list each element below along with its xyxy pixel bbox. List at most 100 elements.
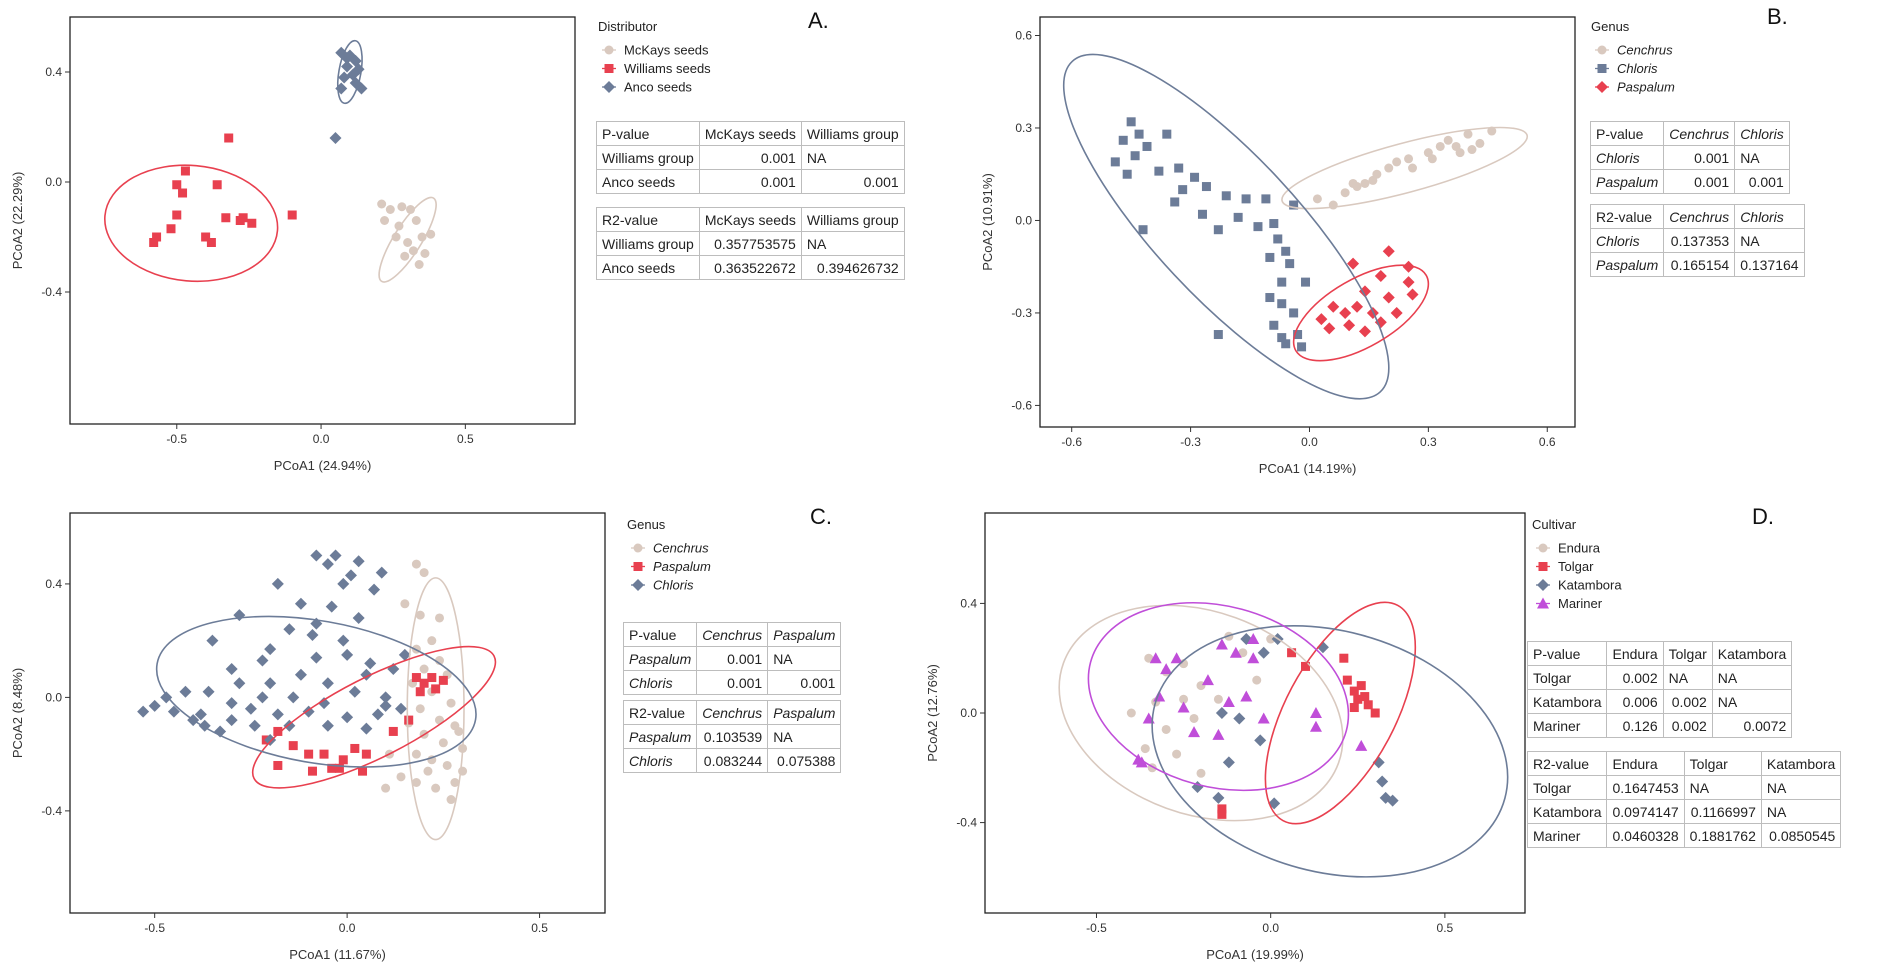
data-point	[380, 216, 390, 225]
data-point	[1315, 313, 1328, 326]
data-point	[149, 238, 159, 247]
r2-value-table: R2-value McKays seeds Williams group Willia…	[596, 207, 905, 280]
data-point	[256, 654, 269, 667]
legend-label: Paspalum	[653, 559, 711, 574]
legend-label: Mariner	[1558, 596, 1603, 611]
data-point	[1355, 739, 1368, 751]
data-point	[1253, 222, 1263, 232]
table-row-label: Anco seeds	[596, 255, 700, 280]
table-cell: NA	[1683, 775, 1762, 800]
data-point	[1215, 638, 1228, 650]
table-row-label: Katambora	[1526, 689, 1608, 714]
data-point	[225, 697, 238, 710]
data-point	[1301, 661, 1311, 671]
data-point	[1463, 129, 1473, 139]
data-point	[415, 610, 425, 620]
data-point	[1201, 182, 1211, 192]
data-point	[415, 704, 425, 714]
y-axis-title: PCoA2 (8.48%)	[10, 668, 25, 758]
data-point	[1160, 663, 1173, 675]
data-point	[1467, 145, 1477, 155]
data-point	[172, 180, 182, 190]
data-point	[334, 763, 344, 773]
table-header-row: P-value McKays seeds Williams group	[596, 121, 905, 146]
table-row: Williams group 0.001 NA	[596, 145, 905, 170]
data-point	[273, 760, 283, 770]
y-tick-label: -0.6	[1011, 398, 1032, 412]
legend-marker	[633, 562, 643, 571]
data-point	[1189, 713, 1199, 723]
table-header-cell: Cenchrus	[696, 622, 769, 647]
table-cell: NA	[800, 145, 905, 170]
table-row: Chloris 0.137353 NA	[1589, 228, 1805, 253]
confidence-ellipse	[1281, 126, 1529, 210]
y-tick-label: 0.0	[45, 175, 62, 189]
legend-label: Endura	[1558, 541, 1601, 556]
table-corner-cell: R2-value	[1589, 204, 1665, 229]
data-point	[446, 698, 456, 708]
table-header-cell: Cenchrus	[1663, 204, 1736, 229]
data-point	[1285, 259, 1295, 269]
panel-letter: B.	[1767, 4, 1788, 29]
data-point	[321, 719, 334, 732]
table-row: Katambora 0.006 0.002 NA	[1526, 689, 1793, 714]
data-point	[337, 634, 350, 647]
table-cell: NA	[1711, 689, 1793, 714]
table-cell: 0.165154	[1663, 252, 1736, 277]
table-cell: 0.1881762	[1683, 823, 1762, 848]
data-point	[307, 766, 317, 776]
data-point	[160, 691, 173, 704]
data-point	[341, 711, 354, 724]
data-point	[1358, 325, 1371, 338]
data-point	[1293, 330, 1303, 340]
data-point	[411, 559, 421, 569]
table-row-label: Chloris	[622, 670, 698, 695]
confidence-ellipse	[378, 196, 437, 283]
data-point	[1179, 694, 1189, 704]
confidence-ellipse	[406, 577, 465, 841]
data-point	[1374, 316, 1387, 329]
data-point	[235, 216, 245, 225]
confidence-ellipse	[1058, 604, 1344, 822]
y-tick-label: -0.3	[1011, 306, 1032, 320]
data-point	[1190, 172, 1200, 182]
table-cell: 0.363522672	[698, 255, 802, 280]
data-point	[1170, 652, 1183, 664]
table-header-row: R2-value Endura Tolgar Katambora	[1526, 751, 1842, 776]
data-point	[1327, 300, 1340, 313]
data-point	[283, 623, 296, 636]
data-point	[329, 132, 342, 144]
legend-marker	[603, 81, 615, 93]
data-point	[1110, 157, 1120, 167]
x-tick-label: 0.0	[1262, 921, 1279, 935]
data-point	[1382, 291, 1395, 304]
data-point	[1238, 648, 1248, 658]
table-row: Anco seeds 0.363522672 0.394626732	[596, 255, 905, 280]
data-point	[1178, 185, 1188, 195]
data-point	[398, 648, 411, 661]
legend-label: Katambora	[1558, 578, 1622, 593]
table-corner-cell: R2-value	[596, 207, 700, 232]
data-point	[1360, 692, 1370, 702]
chart-panel-0: -0.5 0.0 0.5 0.4 0.0 -0.4 PCoA1 (24.94%) PCoA2 …	[10, 8, 829, 473]
table-row-label: Chloris	[1589, 228, 1665, 253]
table-header-cell: Tolgar	[1683, 751, 1762, 776]
table-cell: 0.1647453	[1606, 775, 1685, 800]
table-header-row: P-value Cenchrus Chloris	[1589, 121, 1790, 146]
confidence-ellipse	[251, 645, 497, 789]
table-header-cell: Katambora	[1760, 751, 1842, 776]
table-row: Paspalum 0.001 NA	[622, 646, 842, 671]
data-point	[338, 755, 348, 765]
y-tick-label: 0.3	[1015, 121, 1032, 135]
data-point	[271, 577, 284, 590]
table-header-cell: Tolgar	[1662, 641, 1713, 666]
y-tick-label: 0.0	[960, 706, 977, 720]
data-point	[1269, 219, 1279, 229]
data-point	[1140, 744, 1150, 754]
plot-frame	[69, 512, 606, 914]
p-value-table: P-value Endura Tolgar Katambora Tolgar 0.002 N…	[1526, 641, 1793, 738]
data-point	[1257, 646, 1270, 659]
x-tick-label: 0.5	[1437, 921, 1454, 935]
legend-marker	[632, 579, 644, 591]
table-cell: 0.001	[1734, 169, 1790, 194]
